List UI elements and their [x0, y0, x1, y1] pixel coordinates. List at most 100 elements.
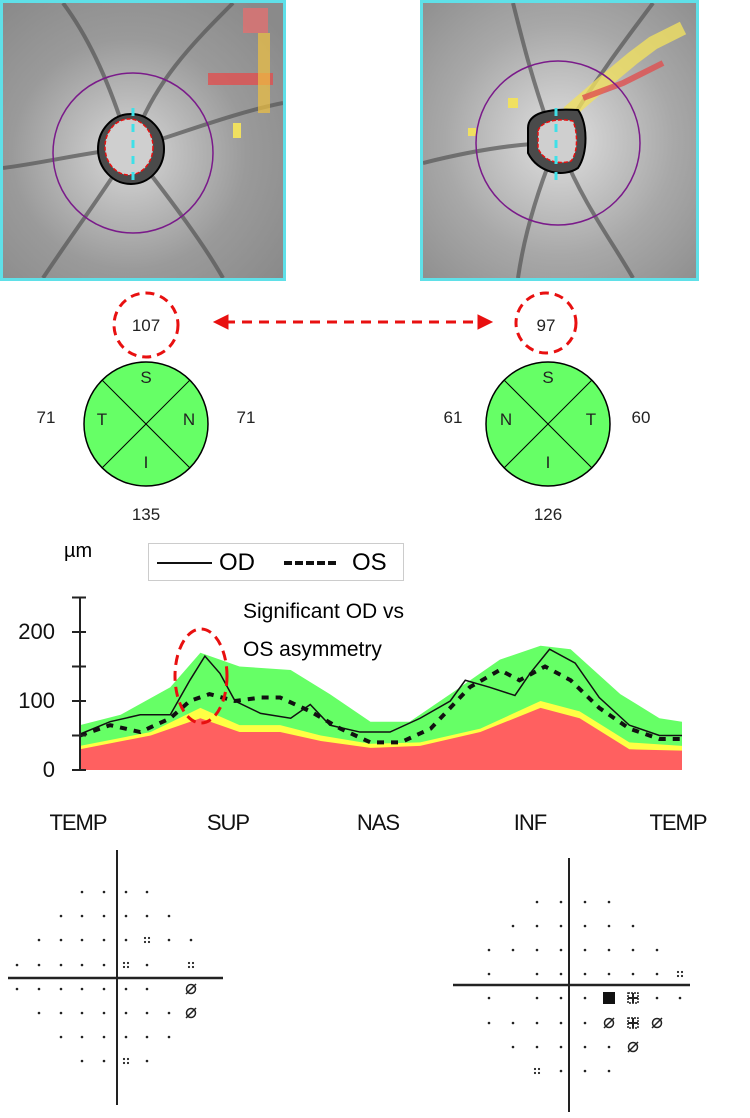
vf-point-normal — [655, 972, 659, 976]
borderline-band — [80, 701, 682, 770]
od-nasal-value: 71 — [236, 408, 256, 427]
vf-point-normal — [559, 900, 563, 904]
vf-point-normal — [102, 914, 106, 918]
vf-point-normal — [607, 1069, 611, 1073]
vf-point-normal — [59, 938, 63, 942]
vf-point-normal — [487, 996, 491, 1000]
ytick-200: 200 — [18, 619, 55, 644]
vf-point-normal — [607, 924, 611, 928]
annotation-line-1: Significant OD vs — [243, 600, 405, 623]
vf-point-normal — [559, 948, 563, 952]
vf-point-normal — [167, 1035, 171, 1039]
vf-point-normal — [80, 890, 84, 894]
od-label-n: N — [182, 410, 196, 429]
vf-point-normal — [80, 963, 84, 967]
vf-point-p5 — [122, 1057, 130, 1065]
vf-point-normal — [535, 948, 539, 952]
sector-diagrams — [83, 291, 611, 487]
od-label-s: S — [140, 368, 152, 387]
vf-point-normal — [59, 914, 63, 918]
vf-point-normal — [37, 938, 41, 942]
vf-point-normal — [124, 938, 128, 942]
fundus-od-graphic — [3, 3, 283, 278]
legend-os-label: OS — [352, 549, 387, 576]
vf-point-normal — [535, 924, 539, 928]
vf-point-normal — [80, 1059, 84, 1063]
vf-point-normal — [535, 972, 539, 976]
annotation-line-2: OS asymmetry — [243, 638, 382, 661]
od-superior-value: 107 — [131, 316, 161, 335]
vf-point-normal — [145, 1059, 149, 1063]
vf-point-p1 — [627, 1017, 639, 1029]
double-arrow — [212, 314, 494, 330]
vf-point-normal — [167, 938, 171, 942]
vf-point-normal — [559, 996, 563, 1000]
vf-point-normal — [59, 1035, 63, 1039]
vf-point-normal — [80, 987, 84, 991]
vf-point-normal — [487, 972, 491, 976]
vf-point-normal — [102, 963, 106, 967]
vf-point-p2 — [185, 983, 197, 995]
vf-point-normal — [631, 948, 635, 952]
highlight-circle-od — [112, 291, 180, 359]
vf-point-normal — [124, 890, 128, 894]
vf-point-normal — [511, 1021, 515, 1025]
vf-point-normal — [583, 948, 587, 952]
fundus-image-os — [420, 0, 699, 281]
vf-point-normal — [59, 987, 63, 991]
vf-point-normal — [59, 963, 63, 967]
vf-point-normal — [124, 1035, 128, 1039]
vf-point-normal — [124, 1011, 128, 1015]
legend-od-label: OD — [219, 549, 255, 576]
vf-point-normal — [559, 1021, 563, 1025]
asymmetry-annotation: Significant OD vs OS asymmetry — [243, 593, 404, 669]
vf-point-normal — [37, 1011, 41, 1015]
visual-field-od — [8, 850, 223, 1105]
vf-point-normal — [145, 963, 149, 967]
ytick-100: 100 — [18, 688, 55, 713]
vf-point-normal — [487, 948, 491, 952]
os-inferior-value: 126 — [533, 505, 563, 524]
vf-point-normal — [102, 1059, 106, 1063]
vf-point-normal — [124, 914, 128, 918]
vf-point-p5 — [187, 961, 195, 969]
od-inferior-value: 135 — [131, 505, 161, 524]
vf-point-normal — [583, 996, 587, 1000]
vf-point-p2 — [627, 1041, 639, 1053]
vf-point-normal — [487, 1021, 491, 1025]
vf-point-normal — [167, 1011, 171, 1015]
vf-point-normal — [102, 1011, 106, 1015]
vf-point-normal — [631, 924, 635, 928]
os-label-n: N — [499, 410, 513, 429]
vf-point-normal — [631, 972, 635, 976]
vf-point-normal — [583, 1069, 587, 1073]
vf-point-normal — [80, 938, 84, 942]
vf-point-p5 — [676, 970, 684, 978]
vf-point-normal — [583, 1045, 587, 1049]
vf-point-normal — [511, 924, 515, 928]
os-label-s: S — [542, 368, 554, 387]
vf-point-normal — [145, 914, 149, 918]
vf-point-normal — [535, 1045, 539, 1049]
vf-point-normal — [655, 948, 659, 952]
vf-point-normal — [559, 1045, 563, 1049]
fundus-os-graphic — [423, 3, 696, 278]
vf-point-normal — [80, 1035, 84, 1039]
vf-point-p1 — [627, 992, 639, 1004]
vf-point-p5 — [533, 1067, 541, 1075]
vf-point-normal — [607, 1045, 611, 1049]
vf-point-normal — [678, 996, 682, 1000]
os-label-i: I — [545, 453, 551, 472]
sector-circle-od — [83, 361, 209, 487]
vf-point-normal — [559, 972, 563, 976]
vf-point-normal — [80, 914, 84, 918]
legend-od-line — [157, 562, 212, 564]
vf-point-normal — [535, 900, 539, 904]
highlight-circle-os — [514, 291, 578, 355]
vf-point-normal — [607, 948, 611, 952]
xtick-inf: INF — [513, 810, 547, 835]
vf-point-normal — [535, 1021, 539, 1025]
vf-point-normal — [583, 972, 587, 976]
vf-point-normal — [583, 924, 587, 928]
y-axis-unit: µm — [64, 540, 93, 562]
